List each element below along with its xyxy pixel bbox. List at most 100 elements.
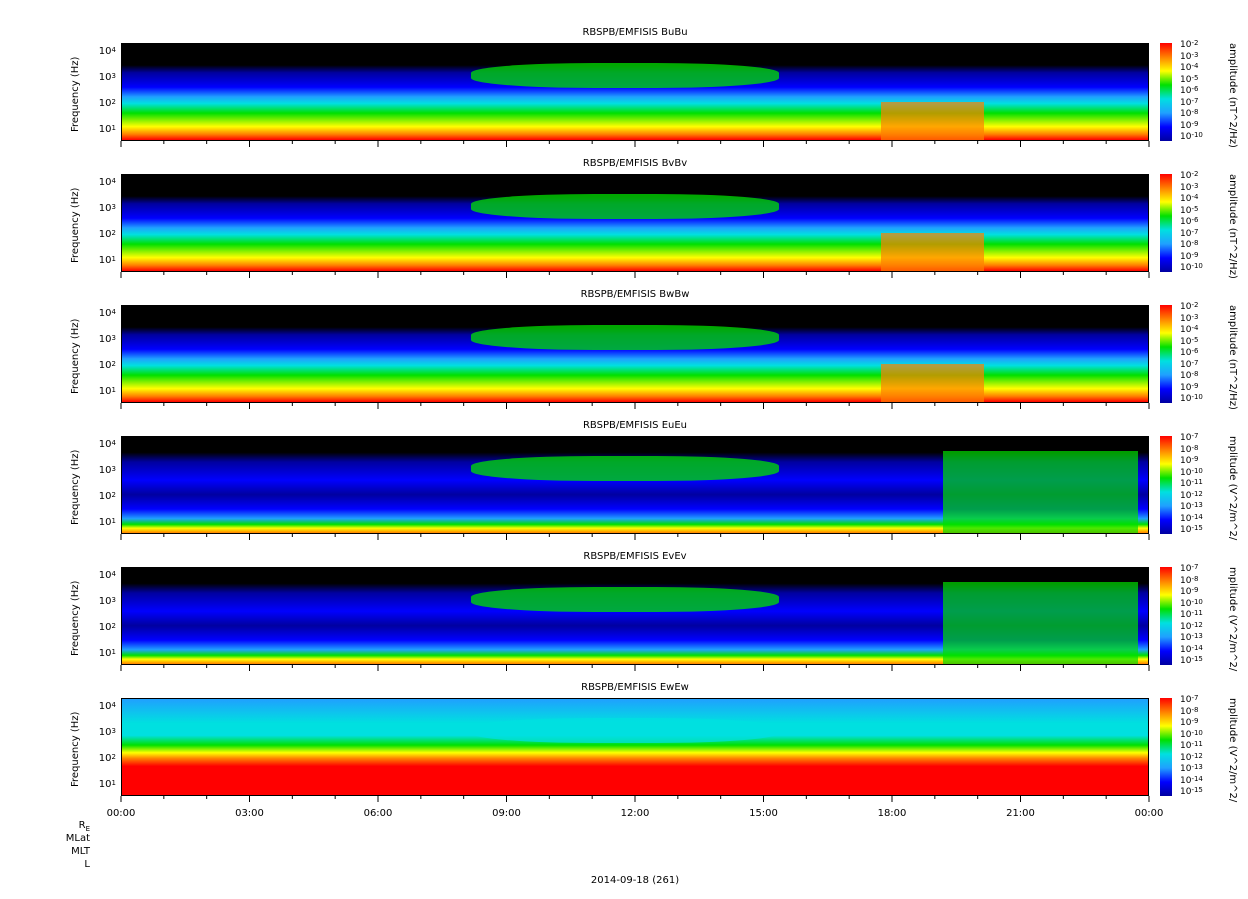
spectrogram-plot [121, 698, 1149, 796]
colorbar-tick-exponent: -12 [1191, 751, 1203, 760]
ephemeris-label-text: MLT [71, 846, 90, 857]
colorbar-tick-exponent: -6 [1191, 216, 1199, 224]
colorbar-tick-label: 10-2 [1180, 170, 1199, 181]
colorbar-tick-label: 10-9 [1180, 455, 1199, 466]
colorbar-tick-label: 10-7 [1180, 358, 1199, 370]
panel-title: RBSPB/EMFISIS EuEu [582, 420, 688, 431]
y-tick-label: 103 [98, 203, 116, 214]
y-tick-label: 101 [98, 386, 116, 397]
colorbar-tick-label: 10-11 [1180, 740, 1203, 751]
colorbar-tick-exponent: -3 [1191, 181, 1199, 190]
y-tick-exponent: 3 [111, 203, 116, 211]
colorbar-tick-label: 10-8 [1180, 705, 1199, 717]
panel-title: RBSPB/EMFISIS BwBw [580, 289, 690, 300]
colorbar-tick-exponent: -7 [1191, 96, 1199, 105]
colorbar-tick-exponent: -13 [1191, 632, 1203, 640]
colorbar-tick-label: 10-4 [1180, 193, 1199, 204]
colorbar-tick-exponent: -3 [1191, 50, 1199, 59]
colorbar-tick-label: 10-4 [1180, 324, 1199, 335]
colorbar-tick-exponent: -12 [1191, 489, 1203, 498]
colorbar-tick-label: 10-2 [1180, 39, 1199, 50]
colorbar-tick-label: 10-13 [1180, 501, 1203, 512]
colorbar-tick-label: 10-8 [1180, 239, 1199, 250]
colorbar-tick-label: 10-9 [1180, 381, 1199, 393]
y-tick-exponent: 4 [111, 46, 116, 54]
colorbar-tick-exponent: -8 [1191, 370, 1199, 378]
y-tick-label: 102 [98, 98, 116, 109]
x-tick-label: 00:00 [1134, 808, 1164, 819]
colorbar-tick-label: 10-10 [1180, 597, 1203, 609]
y-tick-exponent: 3 [111, 596, 116, 604]
colorbar-tick-label: 10-3 [1180, 50, 1199, 62]
colorbar-tick-exponent: -10 [1191, 393, 1203, 401]
colorbar-tick-label: 10-11 [1180, 478, 1203, 489]
colorbar-tick-label: 10-7 [1180, 694, 1199, 705]
colorbar-tick-exponent: -8 [1191, 705, 1199, 714]
y-tick-exponent: 1 [111, 386, 116, 394]
y-tick-label: 103 [98, 72, 116, 83]
colorbar [1160, 567, 1172, 665]
colorbar-tick-exponent: -6 [1191, 347, 1199, 355]
colorbar-tick-label: 10-9 [1180, 586, 1199, 597]
x-tick-label: 15:00 [749, 808, 778, 819]
y-tick-exponent: 3 [111, 72, 116, 80]
colorbar-tick-exponent: -8 [1191, 574, 1199, 583]
y-tick-label: 101 [98, 124, 116, 135]
colorbar-tick-exponent: -8 [1191, 108, 1199, 116]
y-tick-exponent: 4 [111, 570, 116, 578]
colorbar [1160, 698, 1172, 796]
colorbar-tick-exponent: -10 [1191, 131, 1203, 139]
y-tick-label: 101 [98, 779, 116, 790]
colorbar-tick-exponent: -8 [1191, 443, 1199, 452]
colorbar-tick-exponent: -9 [1191, 119, 1199, 128]
panel-title: RBSPB/EMFISIS BvBv [582, 158, 688, 169]
emission-band [470, 718, 779, 744]
ephemeris-label: RE [0, 820, 90, 835]
colorbar-tick-exponent: -7 [1191, 694, 1199, 702]
y-tick-exponent: 3 [111, 334, 116, 342]
y-tick-exponent: 2 [111, 98, 116, 106]
y-tick-exponent: 1 [111, 124, 116, 132]
colorbar-tick-label: 10-9 [1180, 250, 1199, 262]
colorbar-tick-label: 10-6 [1180, 85, 1199, 96]
colorbar-tick-exponent: -7 [1191, 358, 1199, 367]
colorbar-tick-label: 10-13 [1180, 632, 1203, 643]
colorbar-tick-label: 10-15 [1180, 524, 1203, 535]
y-tick-exponent: 1 [111, 517, 116, 525]
late-emission-region [942, 582, 1138, 664]
ephemeris-label-text: R [78, 820, 86, 831]
x-tick-label: 09:00 [492, 808, 521, 819]
y-tick-label: 104 [98, 570, 116, 581]
spectrogram-plot [121, 43, 1149, 141]
colorbar-tick-exponent: -14 [1191, 512, 1203, 521]
colorbar-tick-label: 10-3 [1180, 312, 1199, 324]
colorbar-tick-exponent: -2 [1191, 170, 1199, 178]
y-tick-label: 104 [98, 701, 116, 712]
colorbar-tick-exponent: -9 [1191, 250, 1199, 259]
colorbar-tick-label: 10-12 [1180, 751, 1203, 763]
y-tick-label: 103 [98, 727, 116, 738]
x-tick-label: 12:00 [620, 808, 650, 819]
colorbar-tick-exponent: -3 [1191, 312, 1199, 321]
colorbar-tick-label: 10-13 [1180, 763, 1203, 774]
colorbar-tick-exponent: -11 [1191, 609, 1203, 617]
colorbar-tick-exponent: -5 [1191, 335, 1199, 344]
colorbar-tick-label: 10-15 [1180, 655, 1203, 666]
emission-band [470, 63, 779, 89]
emission-band [470, 194, 779, 220]
emission-band [470, 587, 779, 613]
colorbar-tick-exponent: -2 [1191, 39, 1199, 47]
colorbar-tick-label: 10-8 [1180, 108, 1199, 119]
colorbar-tick-label: 10-15 [1180, 786, 1203, 797]
colorbar-tick-exponent: -15 [1191, 655, 1203, 663]
late-emission-region [881, 232, 984, 271]
colorbar-tick-label: 10-7 [1180, 563, 1199, 574]
colorbar-tick-exponent: -4 [1191, 324, 1199, 332]
colorbar-tick-label: 10-9 [1180, 119, 1199, 131]
colorbar-tick-exponent: -10 [1191, 728, 1203, 737]
colorbar-tick-label: 10-9 [1180, 717, 1199, 728]
y-tick-label: 104 [98, 308, 116, 319]
colorbar-tick-exponent: -11 [1191, 478, 1203, 486]
